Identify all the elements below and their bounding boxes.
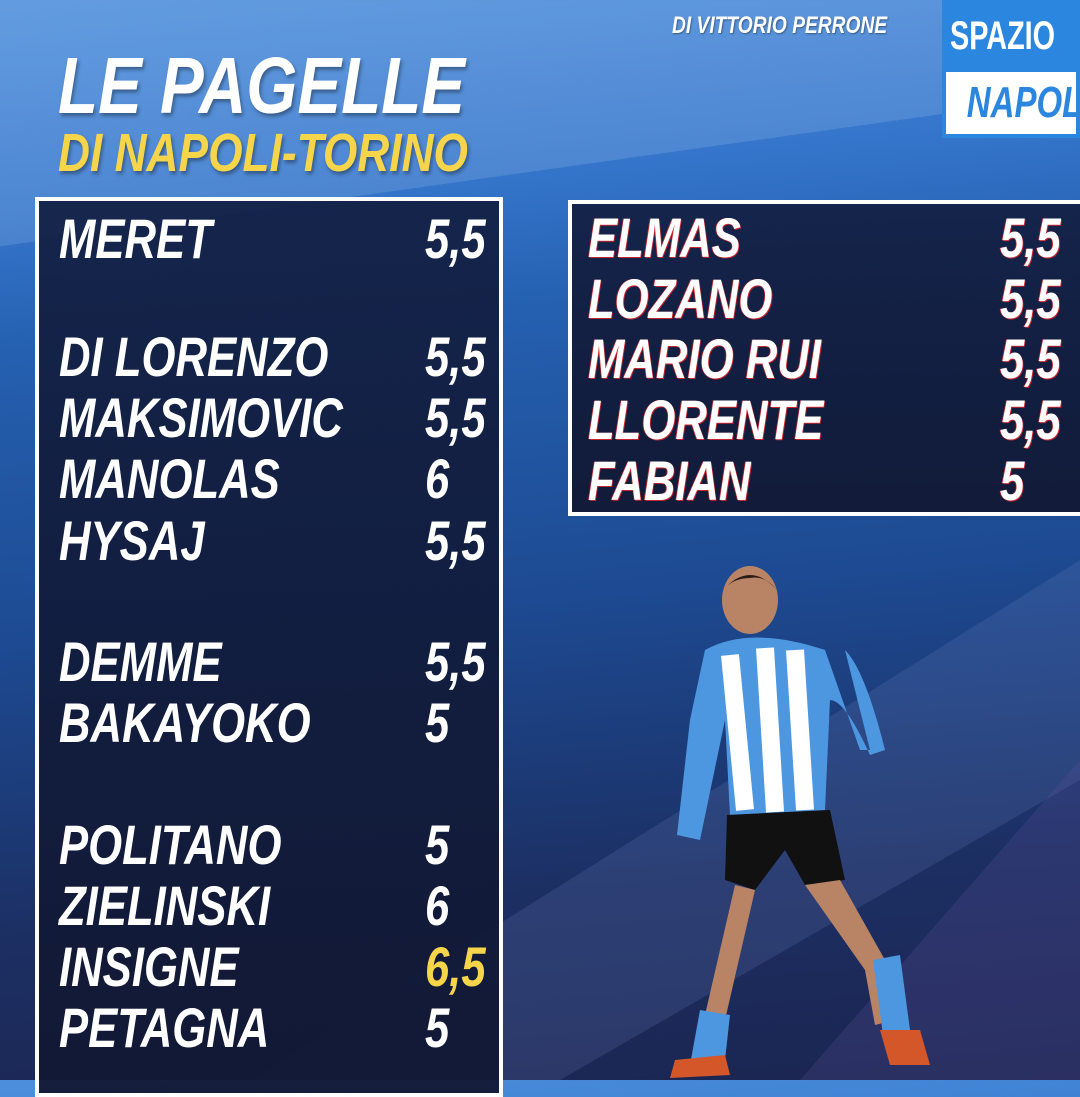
logo-line2: NAPOLI: [946, 72, 1080, 134]
rating-row: MAKSIMOVIC 5,5: [39, 388, 499, 448]
player-name: LLORENTE: [588, 388, 824, 451]
player-name: ZIELINSKI: [59, 874, 271, 937]
player-name: ELMAS: [588, 206, 741, 269]
player-name: BAKAYOKO: [59, 691, 311, 754]
player-grade: 5: [425, 813, 450, 876]
rating-row: POLITANO 5: [39, 815, 499, 875]
player-grade: 5: [425, 691, 450, 754]
rating-row: BAKAYOKO 5: [39, 693, 499, 753]
player-name: INSIGNE: [59, 935, 239, 998]
player-name: PETAGNA: [59, 996, 270, 1059]
logo-line1: SPAZIO: [950, 14, 1056, 58]
page-subtitle: DI NAPOLI-TORINO: [58, 123, 469, 183]
rating-row: LOZANO 5,5: [572, 269, 1080, 329]
rating-row: LLORENTE 5,5: [572, 390, 1080, 450]
page-title: LE PAGELLE: [58, 41, 465, 130]
rating-row: DEMME 5,5: [39, 632, 499, 692]
ratings-panel-starters: MERET 5,5 DI LORENZO 5,5 MAKSIMOVIC 5,5 MAN…: [35, 197, 503, 1097]
rating-row: ZIELINSKI 6: [39, 876, 499, 936]
player-grade-highlight: 6,5: [425, 935, 486, 998]
player-name: HYSAJ: [59, 509, 205, 572]
player-name: DEMME: [59, 630, 222, 693]
rating-row: HYSAJ 5,5: [39, 511, 499, 571]
player-grade: 5: [425, 996, 450, 1059]
player-grade: 5,5: [425, 630, 486, 693]
ratings-panel-subs: ELMAS 5,5 LOZANO 5,5 MARIO RUI 5,5 LLORENTE…: [568, 200, 1080, 516]
player-grade: 5: [1000, 449, 1025, 512]
player-grade: 5,5: [1000, 388, 1061, 451]
player-name: FABIAN: [588, 449, 751, 512]
player-grade: 5,5: [1000, 267, 1061, 330]
player-photo: [670, 566, 930, 1078]
player-grade: 5,5: [425, 207, 486, 270]
player-grade: 5,5: [425, 325, 486, 388]
player-name: MAKSIMOVIC: [59, 386, 343, 449]
player-name: MERET: [59, 207, 212, 270]
player-name: LOZANO: [588, 267, 773, 330]
player-name: DI LORENZO: [59, 325, 329, 388]
rating-row: MERET 5,5: [39, 209, 499, 269]
spazio-napoli-logo: SPAZIO NAPOLI: [942, 0, 1080, 138]
player-name: POLITANO: [59, 813, 282, 876]
player-grade: 5,5: [1000, 206, 1061, 269]
rating-row: DI LORENZO 5,5: [39, 327, 499, 387]
player-grade: 5,5: [425, 386, 486, 449]
rating-row: FABIAN 5: [572, 451, 1080, 511]
player-name: MARIO RUI: [588, 327, 821, 390]
rating-row: PETAGNA 5: [39, 998, 499, 1058]
rating-row: MANOLAS 6: [39, 449, 499, 509]
player-grade: 5,5: [425, 509, 486, 572]
rating-row: ELMAS 5,5: [572, 208, 1080, 268]
player-grade: 5,5: [1000, 327, 1061, 390]
author-credit: DI VITTORIO PERRONE: [672, 12, 888, 39]
player-grade: 6: [425, 447, 450, 510]
rating-row: MARIO RUI 5,5: [572, 329, 1080, 389]
player-grade: 6: [425, 874, 450, 937]
rating-row: INSIGNE 6,5: [39, 937, 499, 997]
player-name: MANOLAS: [59, 447, 280, 510]
